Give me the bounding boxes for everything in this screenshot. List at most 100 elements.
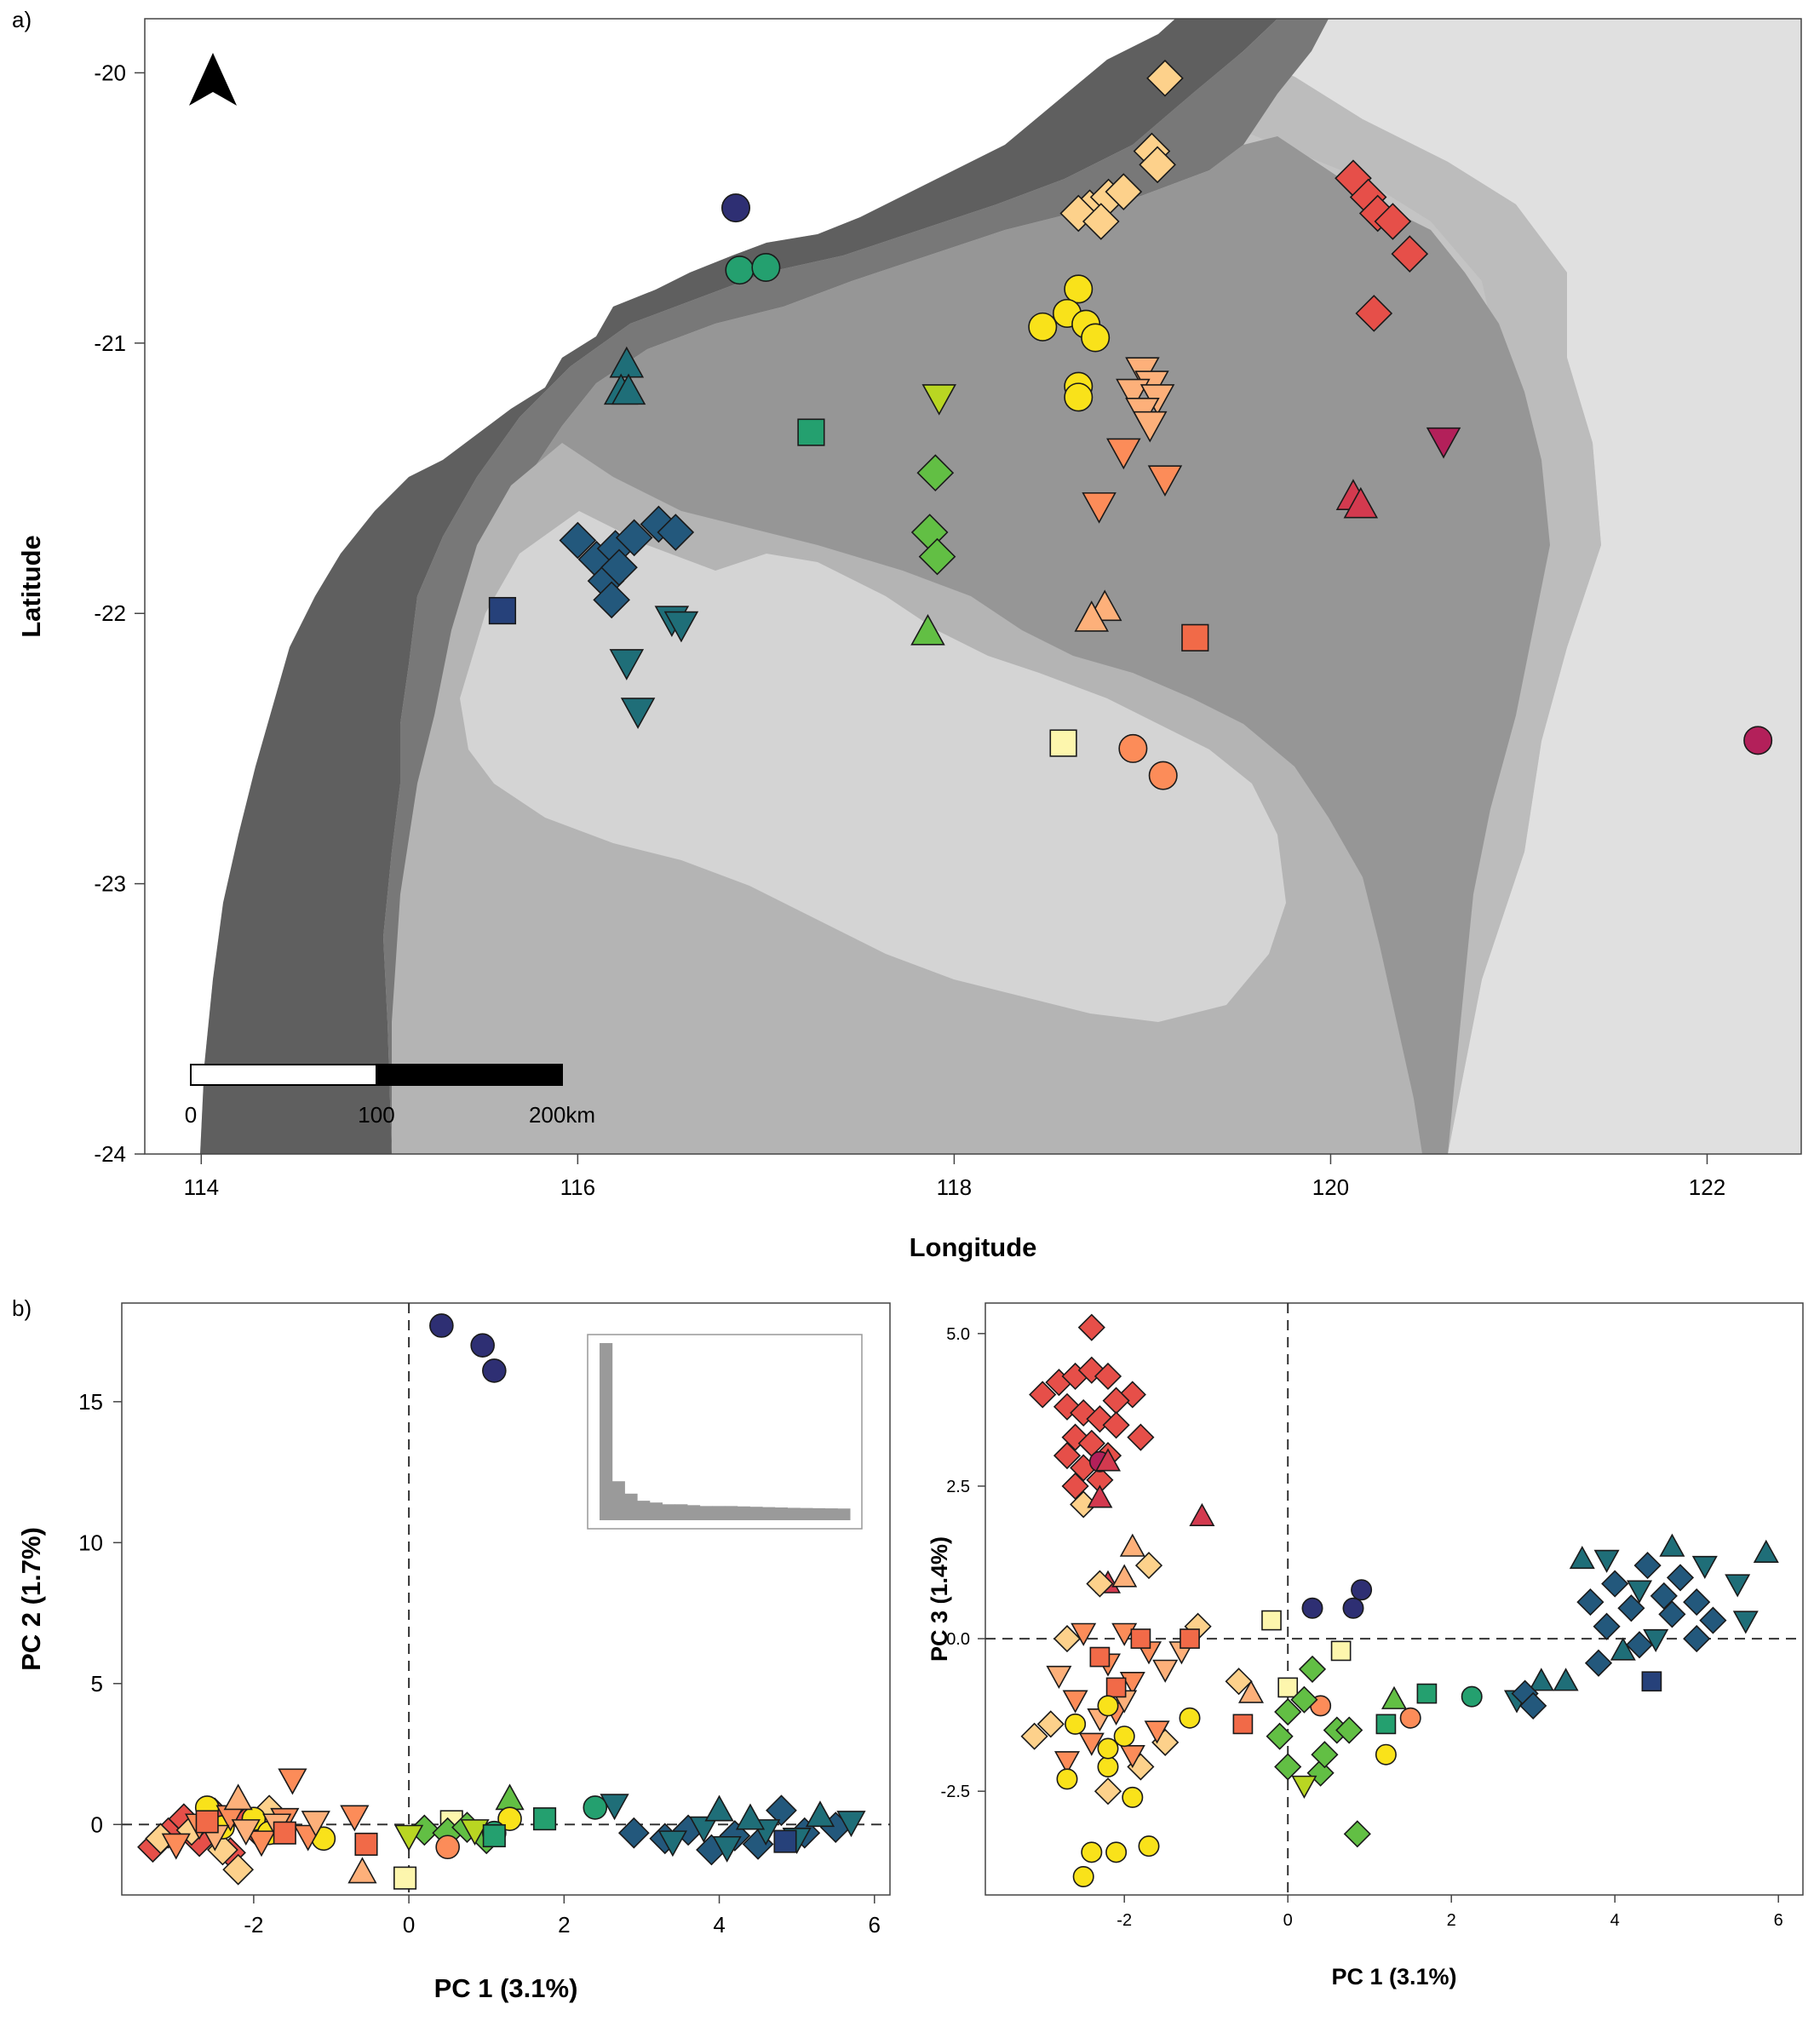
pc1-pc3-point-circle (1179, 1707, 1201, 1729)
map-point-triangle_down (1426, 427, 1461, 459)
pc1-pc3-point-circle (1375, 1743, 1397, 1766)
pc1-pc3-point-diamond (1102, 1411, 1130, 1439)
pc1-pc3-point-circle (1461, 1685, 1483, 1708)
pc1-pc3-point-circle (1351, 1579, 1373, 1601)
pc1-pc2-point-triangle_down (246, 1830, 277, 1857)
map-point-triangle (1343, 486, 1379, 519)
pc1-pc2-x-tick-label: 0 (403, 1912, 415, 1938)
map-point-triangle_down (1106, 438, 1141, 470)
scree-bar (774, 1507, 788, 1520)
pc1-pc3-point-circle (1097, 1756, 1119, 1778)
scree-bar (824, 1508, 838, 1520)
pc1-pc3-point-diamond (1274, 1697, 1302, 1726)
pc1-pc2-point-triangle (704, 1794, 734, 1822)
pc1-pc3-point-diamond (1519, 1691, 1547, 1720)
pc1-pc3-point-circle (1097, 1737, 1119, 1760)
pc1-pc3-point-diamond (1225, 1668, 1253, 1696)
pc1-pc3-point-triangle (1087, 1484, 1113, 1508)
pc1-pc3-point-diamond (1311, 1741, 1339, 1769)
pc1-pc3-point-diamond (1053, 1624, 1082, 1653)
pc1-pc2-point-square (195, 1810, 219, 1834)
map-point-triangle_down (1133, 411, 1168, 443)
pc1-pc3-x-tick-label: 2 (1447, 1911, 1456, 1930)
pc1-pc2-point-triangle_down (657, 1830, 687, 1857)
map-point-triangle (910, 614, 945, 646)
scale-label-200: 200km (529, 1102, 595, 1128)
pc1-pc2-point-triangle_down (689, 1816, 719, 1843)
pc1-pc2-point-triangle (735, 1803, 766, 1830)
pc1-pc2-point-triangle_down (231, 1819, 261, 1846)
scree-bar (637, 1501, 651, 1520)
map-panel: 0 100 200km 114 116 118 120 122 -20 -21 -22 -23 -… (16, 18, 1802, 1262)
pc1-pc3-point-circle (1072, 1866, 1094, 1888)
pc1-pc2-point-triangle (347, 1857, 377, 1884)
scale-bar: 0 100 200km (185, 1064, 595, 1128)
pca-pc1-pc3-panel: -2 0 2 4 6 5.0 2.5 0.0 -2.5 PC 1 (3.1%) PC 3 (1.… (927, 1302, 1804, 1989)
map-point-diamond (559, 521, 597, 560)
pc1-pc2-point-triangle_down (460, 1819, 490, 1846)
scree-bar (649, 1502, 663, 1520)
map-y-tick-label: -21 (94, 330, 126, 356)
pc1-pc3-point-triangle_down (1119, 1745, 1145, 1769)
pc1-pc2-y-tick-label: 15 (78, 1389, 103, 1415)
pc1-pc3-point-circle (1342, 1597, 1364, 1619)
pc1-pc3-point-circle (1105, 1841, 1128, 1863)
map-point-diamond (1105, 173, 1143, 210)
pc1-pc2-point-circle (470, 1333, 495, 1358)
map-point-circle (751, 252, 781, 282)
pc1-pc2-x-axis-label: PC 1 (3.1%) (434, 1973, 578, 2003)
pc1-pc2-point-triangle_down (301, 1811, 330, 1838)
pc1-pc2-point-square (273, 1821, 296, 1845)
map-point-triangle_down (1116, 378, 1151, 411)
pc1-pc2-point-triangle_down (600, 1794, 629, 1821)
pc1-pc3-point-diamond (1625, 1631, 1654, 1659)
map-point-diamond (1082, 203, 1120, 240)
north-arrow-icon (189, 53, 237, 106)
pc1-pc2-y-tick-label: 5 (91, 1671, 103, 1697)
pc1-pc3-point-diamond (1576, 1588, 1604, 1616)
pc1-pc3-y-axis-label: PC 3 (1.4%) (927, 1536, 952, 1662)
scree-bar (837, 1508, 851, 1520)
scree-bar (686, 1505, 701, 1520)
scree-bar (624, 1493, 638, 1520)
pc1-pc2-point-circle (482, 1358, 507, 1383)
pc1-pc3-point-square (1232, 1714, 1254, 1735)
map-axes: 114 116 118 120 122 -20 -21 -22 -23 -24 (94, 60, 1725, 1200)
panel-label-b: b) (12, 1295, 32, 1321)
map-point-diamond (1355, 295, 1393, 332)
map-point-diamond (918, 537, 956, 576)
pc1-pc2-point-circle (435, 1834, 460, 1860)
pc1-pc2-point-square (482, 1823, 506, 1848)
pc1-pc3-point-diamond (1666, 1564, 1695, 1592)
map-point-diamond (657, 514, 695, 551)
map-point-circle (1081, 323, 1111, 353)
pc1-pc3-point-diamond (1593, 1612, 1621, 1640)
pc1-pc3-point-diamond (1053, 1442, 1082, 1470)
pc1-pc3-point-triangle_down (1732, 1611, 1759, 1634)
map-y-tick-label: -24 (94, 1141, 126, 1167)
map-point-triangle_down (1082, 492, 1117, 524)
pc1-pc3-y-tick-label: 5.0 (946, 1325, 970, 1344)
map-point-triangle_down (1147, 465, 1183, 497)
pc1-pc3-point-diamond (1633, 1552, 1662, 1580)
pc1-pc3-point-triangle (1610, 1637, 1636, 1661)
pc1-pc3-point-diamond (1658, 1600, 1686, 1628)
pc1-pc3-point-diamond (1036, 1710, 1065, 1738)
pc1-pc3-point-diamond (1699, 1606, 1727, 1634)
map-point-triangle (1074, 600, 1110, 632)
pc1-pc3-point-triangle_down (1111, 1622, 1138, 1646)
map-point-circle (725, 256, 755, 285)
scree-bar (800, 1507, 813, 1520)
map-point-diamond (916, 454, 955, 492)
map-point-diamond (1391, 235, 1429, 273)
pc1-pc3-point-diamond (1683, 1624, 1711, 1653)
map-y-axis-label: Latitude (16, 535, 46, 638)
map-point-diamond (593, 581, 630, 619)
pc1-pc3-point-triangle_down (1725, 1574, 1751, 1598)
map-x-axis-label: Longitude (910, 1232, 1037, 1262)
map-y-tick-label: -20 (94, 60, 126, 85)
pc1-pc3-point-circle (1122, 1786, 1144, 1808)
pc1-pc3-point-triangle (1189, 1502, 1215, 1526)
scale-label-100: 100 (358, 1102, 394, 1128)
